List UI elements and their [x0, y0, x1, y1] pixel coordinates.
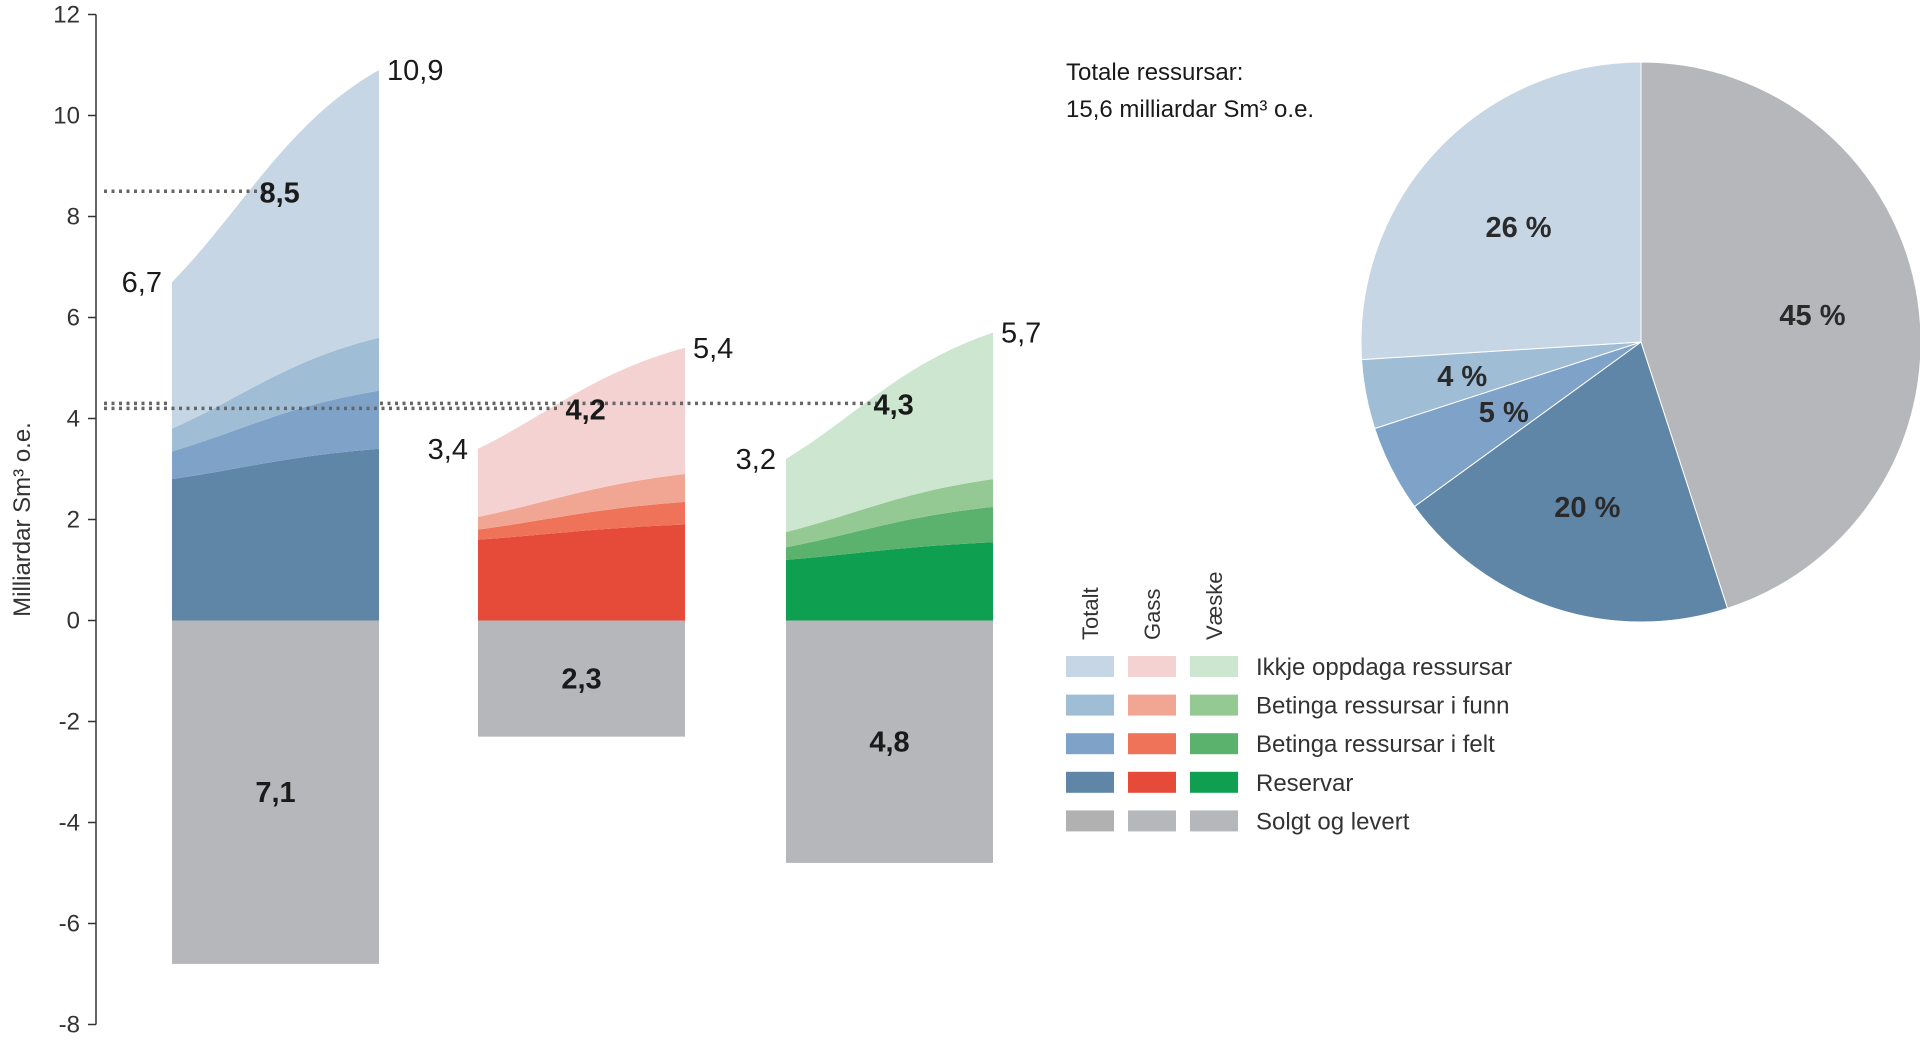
pie-slice-label: 4 % — [1437, 361, 1487, 393]
pie-title-line1: Totale ressursar: — [1066, 59, 1243, 86]
expected-value-label: 8,5 — [259, 177, 299, 209]
legend-swatch — [1128, 656, 1176, 677]
bar-totalt-ikkje-oppdaga-ressursar — [172, 70, 379, 429]
sold-value-label: 4,8 — [869, 727, 909, 759]
pie-chart: 45 % 20 % 5 % 4 % 26 % — [1360, 61, 1920, 623]
legend-swatch — [1066, 694, 1114, 716]
y-tick-label: 0 — [67, 608, 80, 635]
range-low-label: 3,4 — [428, 434, 468, 466]
pie-slice-label: 20 % — [1554, 492, 1620, 524]
bar-væske-reservar — [786, 542, 993, 621]
y-tick-label: -6 — [59, 911, 80, 938]
legend-swatch — [1066, 656, 1114, 677]
y-tick-label: 8 — [67, 204, 80, 231]
bar-totalt-betinga-ressursar-i-funn — [172, 337, 379, 452]
legend-swatch — [1190, 810, 1238, 832]
legend-header: Gass — [1140, 589, 1165, 640]
bar-gass-betinga-ressursar-i-funn — [478, 474, 685, 530]
range-high-label: 10,9 — [387, 55, 443, 87]
range-low-label: 6,7 — [122, 267, 162, 299]
sold-value-label: 2,3 — [561, 664, 601, 696]
bar-totalt-betinga-ressursar-i-felt — [172, 390, 379, 480]
legend-entry: Betinga ressursar i felt — [1256, 731, 1495, 758]
pie-slice-label: 45 % — [1779, 300, 1845, 332]
pie-slice-label: 26 % — [1485, 212, 1551, 244]
legend-entry: Solgt og levert — [1256, 808, 1410, 835]
bar-totalt-solgt-og-levert — [172, 620, 379, 964]
y-tick-label: -8 — [59, 1012, 80, 1039]
legend-swatch — [1066, 771, 1114, 793]
y-tick-label: 12 — [53, 2, 80, 29]
legend-swatch — [1190, 694, 1238, 716]
legend: Totalt Gass Væske Ikkje oppdaga ressursar Be… — [1066, 572, 1512, 835]
bar-gass-betinga-ressursar-i-felt — [478, 501, 685, 540]
pie-slice — [1360, 61, 1642, 361]
expected-value-label: 4,3 — [873, 389, 913, 421]
range-high-label: 5,7 — [1001, 318, 1041, 350]
legend-swatch — [1128, 771, 1176, 793]
range-high-label: 5,4 — [693, 333, 733, 365]
legend-entry: Reservar — [1256, 770, 1353, 797]
pie-slice-label: 5 % — [1479, 397, 1529, 429]
legend-swatch — [1066, 733, 1114, 755]
bar-labels: 6,7 10,9 8,5 7,1 3,4 5,4 4,2 2,3 3,2 5,7 4,3 4,8 — [122, 55, 1042, 809]
y-tick-label: -4 — [59, 810, 80, 837]
legend-header: Totalt — [1078, 587, 1103, 640]
range-low-label: 3,2 — [736, 444, 776, 476]
legend-swatch — [1190, 656, 1238, 677]
legend-swatch — [1128, 733, 1176, 755]
y-tick-label: 4 — [67, 406, 80, 433]
y-tick-label: 10 — [53, 103, 80, 130]
legend-swatch — [1128, 810, 1176, 832]
bar-væske-betinga-ressursar-i-felt — [786, 506, 993, 560]
expected-value-label: 4,2 — [565, 394, 605, 426]
legend-swatch — [1190, 733, 1238, 755]
expected-value-lines — [104, 189, 880, 411]
bar-gass-solgt-og-levert — [478, 620, 685, 737]
pie-slice — [1413, 341, 1729, 623]
bar-gass-reservar — [478, 524, 685, 621]
bar-areas — [172, 70, 993, 964]
legend-entry: Ikkje oppdaga ressursar — [1256, 654, 1512, 681]
sold-value-label: 7,1 — [255, 777, 295, 809]
legend-swatch — [1066, 810, 1114, 832]
legend-entry: Betinga ressursar i funn — [1256, 693, 1509, 720]
bar-væske-ikkje-oppdaga-ressursar — [786, 332, 993, 533]
pie-slice — [1640, 61, 1920, 609]
bar-totalt-reservar — [172, 448, 379, 621]
pie-title-line2: 15,6 milliardar Sm³ o.e. — [1066, 96, 1314, 123]
legend-swatch — [1128, 694, 1176, 716]
y-axis-title: Milliardar Sm³ o.e. — [9, 422, 36, 617]
bar-gass-ikkje-oppdaga-ressursar — [478, 347, 685, 517]
y-tick-label: -2 — [59, 709, 80, 736]
legend-header: Væske — [1202, 572, 1227, 640]
legend-swatch — [1190, 771, 1238, 793]
y-tick-label: 6 — [67, 305, 80, 332]
y-axis: 12 10 8 6 4 2 0 -2 -4 -6 -8 — [53, 2, 97, 1039]
bar-væske-betinga-ressursar-i-funn — [786, 479, 993, 548]
y-tick-label: 2 — [67, 507, 80, 534]
bar-væske-solgt-og-levert — [786, 620, 993, 863]
